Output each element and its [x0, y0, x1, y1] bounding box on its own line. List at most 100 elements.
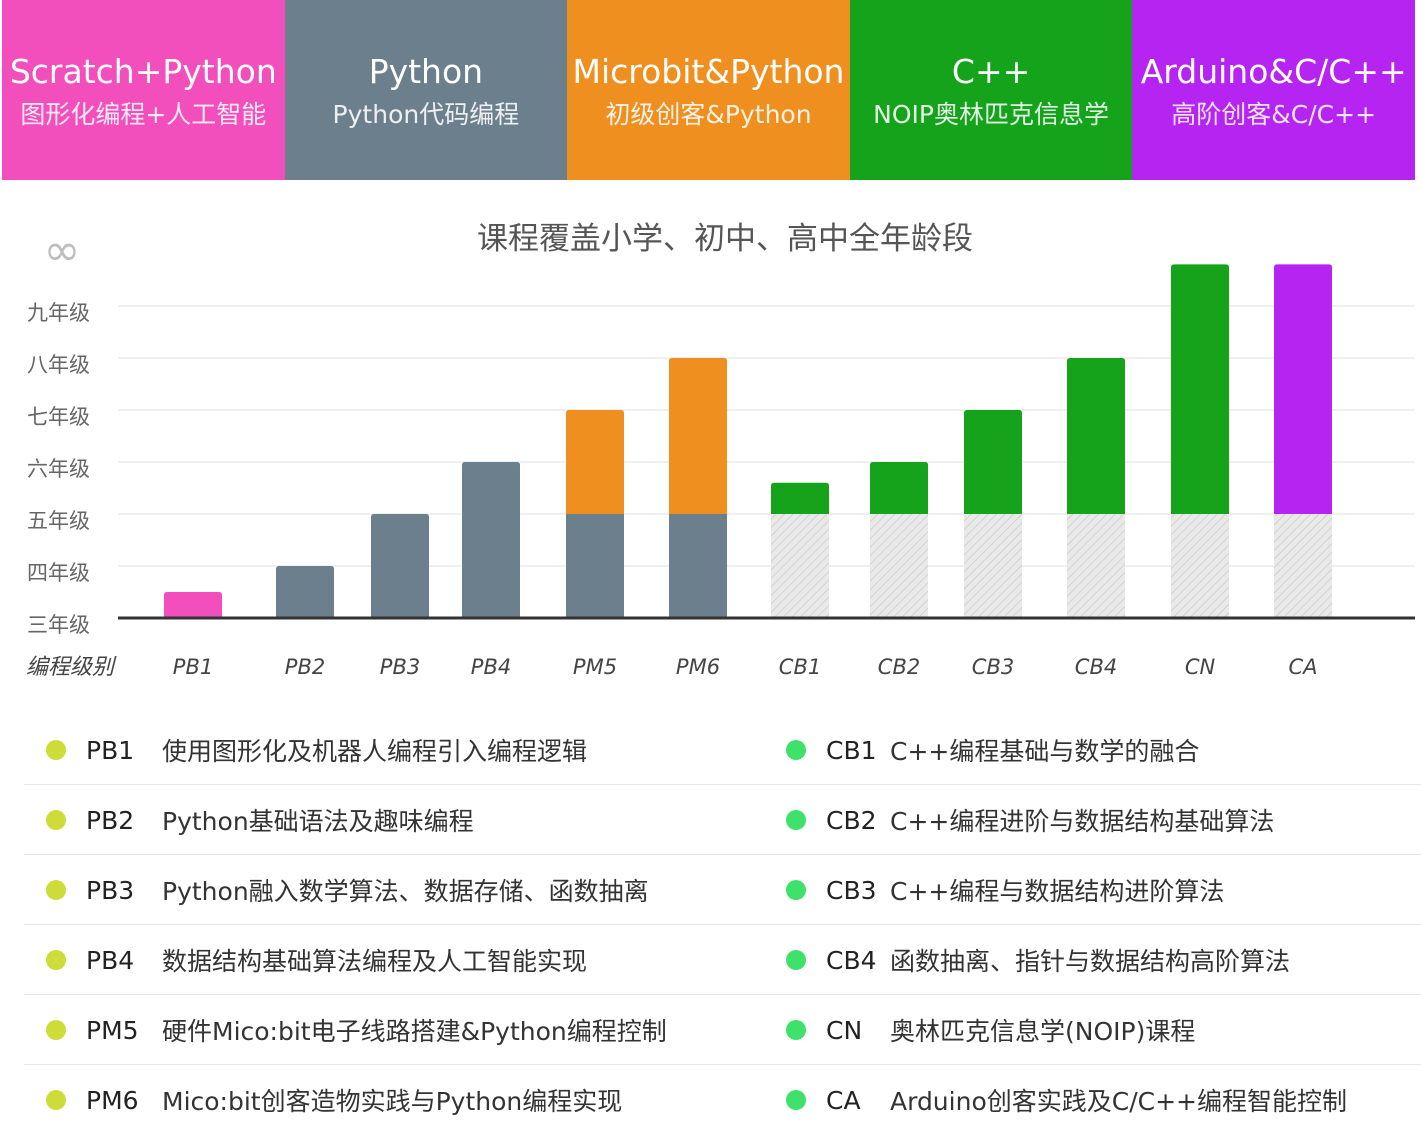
legend-item-ca: CA Arduino创客实践及C/C++编程智能控制 — [786, 1065, 1347, 1127]
bullet-dot-icon — [46, 1020, 66, 1040]
legend-item-cb4: CB4 函数抽离、指针与数据结构高阶算法 — [786, 925, 1290, 995]
infinity-icon: ∞ — [44, 225, 81, 276]
x-tick-label: PB3 — [380, 655, 420, 679]
x-tick-label: CA — [1288, 655, 1317, 679]
course-legend: PB1 使用图形化及机器人编程引入编程逻辑 CB1 C++编程基础与数学的融合 … — [24, 715, 1421, 1127]
legend-code: CB4 — [826, 945, 877, 975]
x-tick-label: PB2 — [285, 655, 325, 679]
legend-code: PM5 — [86, 1015, 139, 1045]
bullet-dot-icon — [46, 880, 66, 900]
legend-item-pb1: PB1 使用图形化及机器人编程引入编程逻辑 — [46, 715, 587, 785]
x-tick-label: PB1 — [173, 655, 213, 679]
legend-desc: C++编程进阶与数据结构基础算法 — [890, 807, 1275, 836]
legend-item-cn: CN 奥林匹克信息学(NOIP)课程 — [786, 995, 1195, 1065]
bullet-dot-icon — [46, 1090, 66, 1110]
tab-title: Python — [368, 52, 484, 91]
legend-code: CN — [826, 1015, 863, 1045]
tab-arduino-c[interactable]: Arduino&C/C++ 高阶创客&C/C++ — [1132, 0, 1415, 180]
bar-cb1-base-hatched — [771, 514, 829, 618]
tab-subtitle: 初级创客&Python — [605, 100, 812, 129]
course-tabs: Scratch+Python 图形化编程+人工智能 Python Python代… — [2, 0, 1415, 180]
y-tick-label: 六年级 — [27, 457, 90, 481]
legend-code: PM6 — [86, 1085, 139, 1115]
legend-row: PB1 使用图形化及机器人编程引入编程逻辑 CB1 C++编程基础与数学的融合 — [24, 715, 1421, 785]
x-tick-label: PB4 — [471, 655, 511, 679]
legend-desc: Python基础语法及趣味编程 — [162, 807, 474, 836]
tab-python[interactable]: Python Python代码编程 — [284, 0, 568, 180]
legend-row: PB2 Python基础语法及趣味编程 CB2 C++编程进阶与数据结构基础算法 — [24, 785, 1421, 855]
y-tick-label: 八年级 — [27, 353, 90, 377]
x-tick-label: PM5 — [573, 655, 617, 679]
bar-cb4-segment — [1067, 358, 1125, 514]
bar-cb3-segment — [964, 410, 1022, 514]
legend-desc: 使用图形化及机器人编程引入编程逻辑 — [162, 737, 588, 766]
legend-code: PB4 — [86, 945, 135, 975]
x-tick-label: CB4 — [1075, 655, 1117, 679]
tab-subtitle: Python代码编程 — [332, 100, 520, 129]
bar-cn-segment — [1171, 264, 1229, 514]
tab-subtitle: 高阶创客&C/C++ — [1171, 100, 1377, 129]
legend-code: PB2 — [86, 805, 135, 835]
legend-item-pm5: PM5 硬件Mico:bit电子线路搭建&Python编程控制 — [46, 995, 667, 1065]
tab-title: Microbit&Python — [572, 52, 845, 91]
legend-code: CB2 — [826, 805, 877, 835]
x-tick-label: PM6 — [676, 655, 720, 679]
bar-pb3-segment — [371, 514, 429, 618]
bar-cb4-base-hatched — [1067, 514, 1125, 618]
legend-desc: 硬件Mico:bit电子线路搭建&Python编程控制 — [162, 1017, 667, 1046]
bar-cn-base-hatched — [1171, 514, 1229, 618]
x-tick-label: CB2 — [878, 655, 920, 679]
tab-cpp[interactable]: C++ NOIP奥林匹克信息学 — [849, 0, 1133, 180]
tab-microbit-python[interactable]: Microbit&Python 初级创客&Python — [567, 0, 850, 180]
legend-item-cb3: CB3 C++编程与数据结构进阶算法 — [786, 855, 1224, 925]
tab-title: C++ — [951, 52, 1031, 91]
chart-title: 课程覆盖小学、初中、高中全年龄段 — [477, 221, 973, 257]
x-tick-label: CN — [1185, 655, 1216, 679]
bullet-dot-icon — [46, 740, 66, 760]
bar-cb2-base-hatched — [870, 514, 928, 618]
bar-pm5-segment — [566, 514, 624, 618]
legend-code: PB1 — [86, 735, 135, 765]
legend-row: PB3 Python融入数学算法、数据存储、函数抽离 CB3 C++编程与数据结… — [24, 855, 1421, 925]
tab-subtitle: NOIP奥林匹克信息学 — [873, 100, 1109, 129]
legend-code: CB1 — [826, 735, 877, 765]
bar-cb3-base-hatched — [964, 514, 1022, 618]
legend-desc: 函数抽离、指针与数据结构高阶算法 — [890, 947, 1291, 976]
bullet-dot-icon — [786, 950, 806, 970]
bullet-dot-icon — [46, 810, 66, 830]
legend-item-pb4: PB4 数据结构基础算法编程及人工智能实现 — [46, 925, 587, 995]
legend-code: CB3 — [826, 875, 877, 905]
legend-row: PB4 数据结构基础算法编程及人工智能实现 CB4 函数抽离、指针与数据结构高阶… — [24, 925, 1421, 995]
legend-item-pb2: PB2 Python基础语法及趣味编程 — [46, 785, 474, 855]
legend-code: PB3 — [86, 875, 135, 905]
y-tick-label: 三年级 — [27, 613, 90, 637]
x-axis-label: 编程级别 — [26, 655, 117, 680]
bullet-dot-icon — [786, 1020, 806, 1040]
bar-ca-base-hatched — [1274, 514, 1332, 618]
legend-item-cb1: CB1 C++编程基础与数学的融合 — [786, 715, 1199, 785]
bar-pm6-segment — [669, 358, 727, 514]
bullet-dot-icon — [786, 810, 806, 830]
tab-title: Arduino&C/C++ — [1140, 52, 1407, 91]
legend-item-cb2: CB2 C++编程进阶与数据结构基础算法 — [786, 785, 1274, 855]
bar-pb1-segment — [164, 592, 222, 618]
y-tick-label: 九年级 — [27, 301, 90, 325]
bullet-dot-icon — [786, 880, 806, 900]
bullet-dot-icon — [786, 740, 806, 760]
legend-desc: 数据结构基础算法编程及人工智能实现 — [162, 947, 588, 976]
legend-row: PM6 Mico:bit创客造物实践与Python编程实现 CA Arduino… — [24, 1065, 1421, 1127]
legend-row: PM5 硬件Mico:bit电子线路搭建&Python编程控制 CN 奥林匹克信… — [24, 995, 1421, 1065]
x-tick-label: CB3 — [972, 655, 1014, 679]
y-tick-label: 四年级 — [27, 561, 90, 585]
x-tick-label: CB1 — [779, 655, 821, 679]
bar-cb1-segment — [771, 482, 829, 514]
y-tick-label: 七年级 — [27, 405, 90, 429]
grade-coverage-chart: ∞ 课程覆盖小学、初中、高中全年龄段 三年级 四年级 五年级 六年级 七年级 八年级 九年级… — [0, 195, 1421, 700]
legend-desc: 奥林匹克信息学(NOIP)课程 — [890, 1017, 1196, 1046]
legend-desc: Arduino创客实践及C/C++编程智能控制 — [890, 1087, 1347, 1116]
tab-scratch-python[interactable]: Scratch+Python 图形化编程+人工智能 — [2, 0, 285, 180]
bar-pb4-segment — [462, 462, 520, 618]
chart-canvas: ∞ 课程覆盖小学、初中、高中全年龄段 三年级 四年级 五年级 六年级 七年级 八年级 九年级… — [26, 221, 1415, 680]
bar-pm5-segment — [566, 410, 624, 514]
legend-desc: Python融入数学算法、数据存储、函数抽离 — [162, 877, 649, 906]
